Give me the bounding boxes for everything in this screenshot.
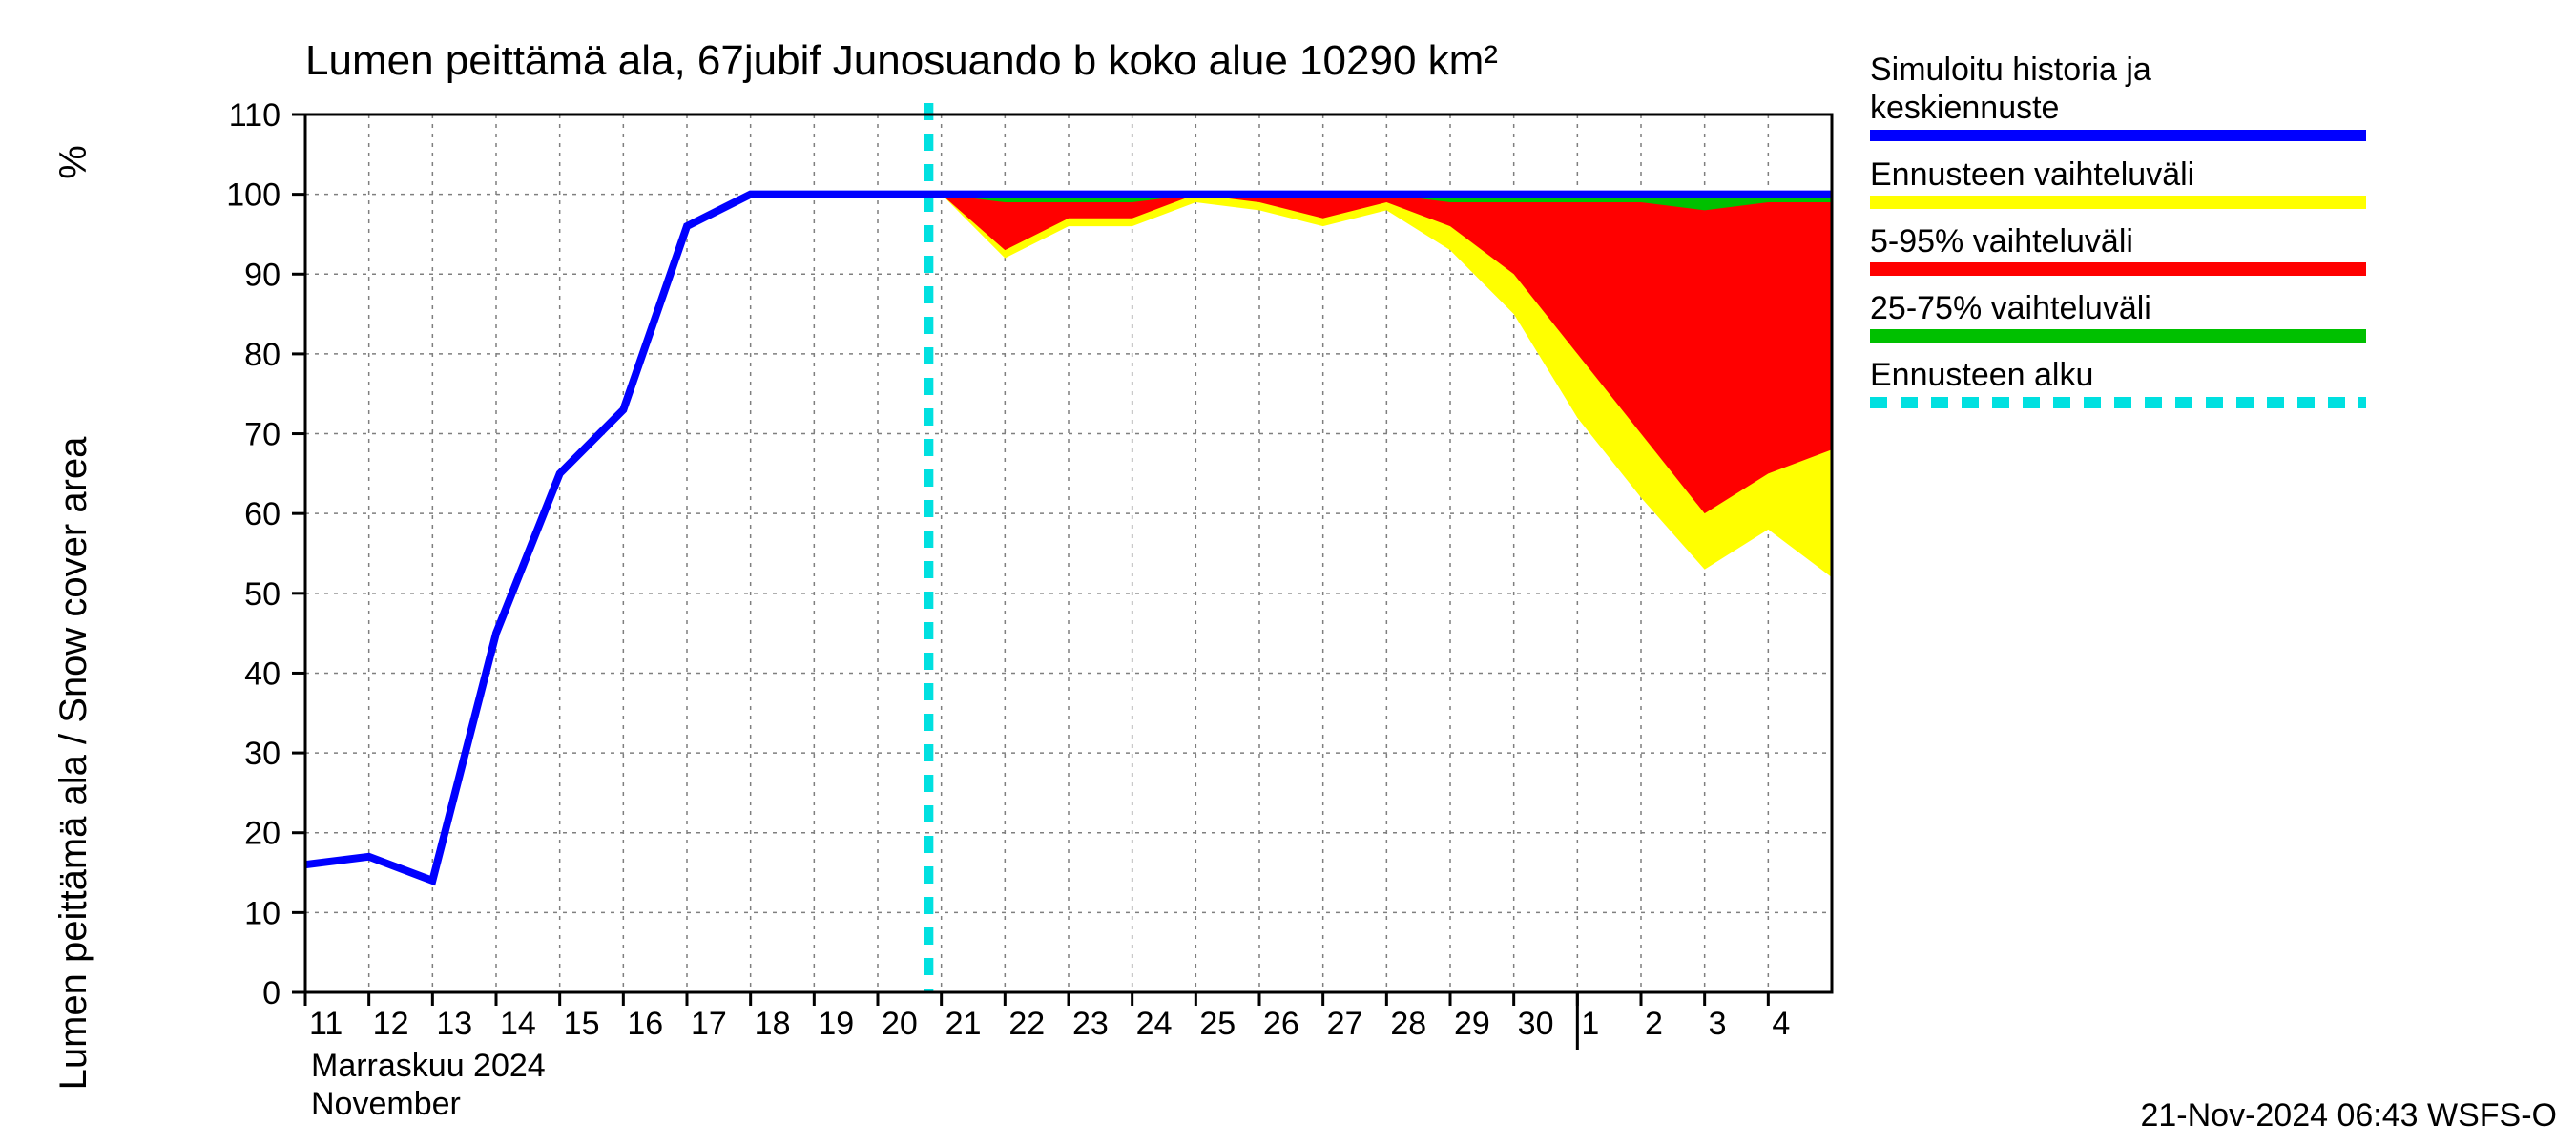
y-tick-label: 80 xyxy=(244,337,280,373)
legend-label: Simuloitu historia ja xyxy=(1870,52,2151,88)
legend-swatch-fill xyxy=(1870,262,2366,276)
x-tick-label: 24 xyxy=(1136,1006,1173,1042)
y-tick-label: 30 xyxy=(244,736,280,772)
x-month-label-fi: Marraskuu 2024 xyxy=(311,1048,546,1084)
x-tick-label: 21 xyxy=(945,1006,982,1042)
y-tick-label: 70 xyxy=(244,417,280,453)
x-tick-label: 27 xyxy=(1327,1006,1363,1042)
x-month-label-en: November xyxy=(311,1086,461,1122)
x-tick-label: 22 xyxy=(1008,1006,1045,1042)
x-tick-label: 28 xyxy=(1390,1006,1426,1042)
y-tick-label: 110 xyxy=(229,97,280,134)
y-tick-label: 90 xyxy=(244,257,280,293)
legend-label: keskiennuste xyxy=(1870,90,2059,126)
y-axis-unit: % xyxy=(52,145,94,179)
legend-label: 5-95% vaihteluväli xyxy=(1870,223,2133,260)
y-axis-label: Lumen peittämä ala / Snow cover area xyxy=(52,436,94,1091)
legend-label: 25-75% vaihteluväli xyxy=(1870,290,2151,326)
y-tick-label: 40 xyxy=(244,656,280,692)
x-tick-label: 1 xyxy=(1581,1006,1599,1042)
x-tick-label: 13 xyxy=(436,1006,472,1042)
legend-swatch-fill xyxy=(1870,196,2366,209)
legend-label: Ennusteen vaihteluväli xyxy=(1870,156,2194,193)
legend-swatch-fill xyxy=(1870,329,2366,343)
chart-title: Lumen peittämä ala, 67jubif Junosuando b… xyxy=(305,37,1498,84)
x-tick-label: 14 xyxy=(500,1006,536,1042)
y-tick-label: 10 xyxy=(244,895,280,931)
x-tick-label: 26 xyxy=(1263,1006,1299,1042)
x-tick-label: 20 xyxy=(882,1006,918,1042)
x-tick-label: 30 xyxy=(1518,1006,1554,1042)
x-tick-label: 23 xyxy=(1072,1006,1109,1042)
y-tick-label: 60 xyxy=(244,496,280,532)
x-tick-label: 3 xyxy=(1709,1006,1727,1042)
x-tick-label: 4 xyxy=(1772,1006,1790,1042)
x-tick-label: 18 xyxy=(755,1006,791,1042)
y-tick-label: 50 xyxy=(244,576,280,613)
x-tick-label: 15 xyxy=(564,1006,600,1042)
y-tick-label: 100 xyxy=(226,177,280,214)
x-tick-label: 16 xyxy=(627,1006,663,1042)
x-tick-label: 29 xyxy=(1454,1006,1490,1042)
chart-container: 0102030405060708090100110111213141516171… xyxy=(0,0,2576,1145)
x-tick-label: 11 xyxy=(309,1006,343,1042)
x-tick-label: 2 xyxy=(1645,1006,1663,1042)
legend-label: Ennusteen alku xyxy=(1870,357,2093,393)
y-tick-label: 0 xyxy=(262,975,280,1011)
y-tick-label: 20 xyxy=(244,816,280,852)
footer-timestamp: 21-Nov-2024 06:43 WSFS-O xyxy=(2140,1097,2557,1134)
x-tick-label: 25 xyxy=(1199,1006,1236,1042)
x-tick-label: 17 xyxy=(691,1006,727,1042)
x-tick-label: 19 xyxy=(818,1006,854,1042)
x-tick-label: 12 xyxy=(373,1006,409,1042)
